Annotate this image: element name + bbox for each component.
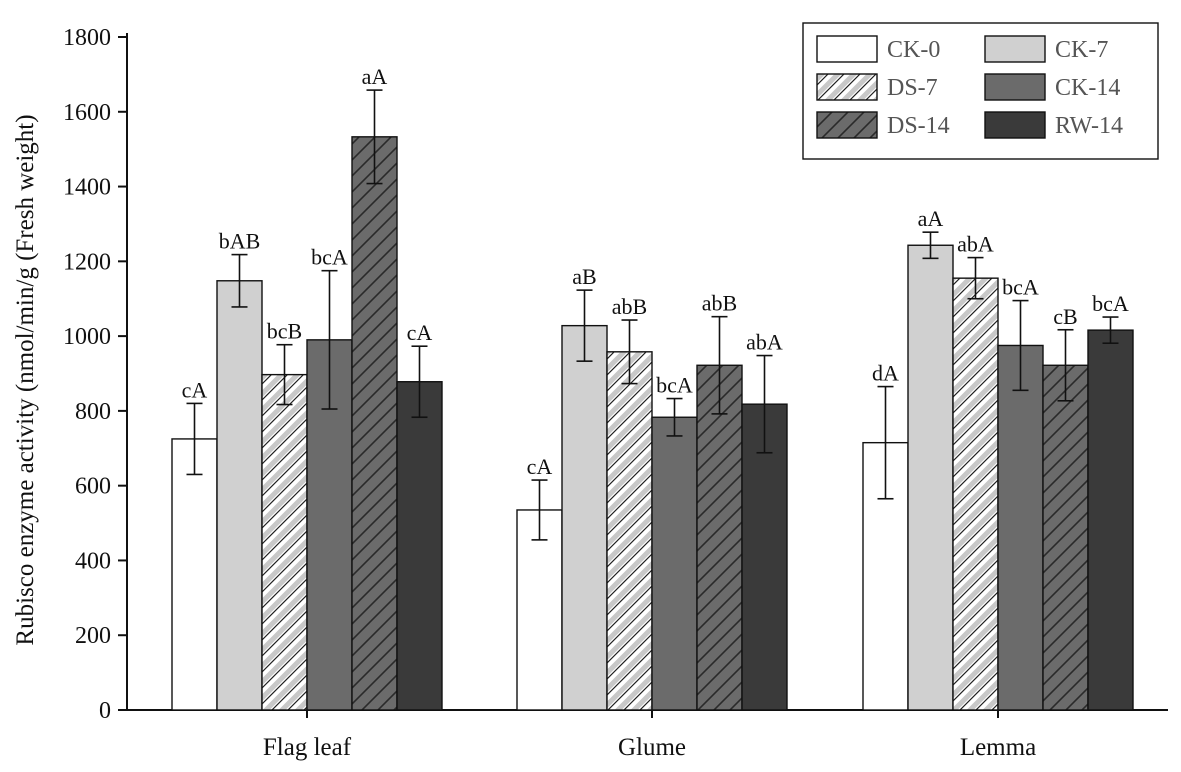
x-tick-label: Lemma bbox=[960, 734, 1036, 761]
legend-label: DS-7 bbox=[887, 75, 938, 101]
y-tick-label: 1200 bbox=[63, 249, 111, 275]
significance-label: bcA bbox=[311, 245, 348, 270]
significance-label: bcA bbox=[656, 373, 693, 398]
bar-ck-7-flag-leaf bbox=[216, 280, 263, 711]
x-tick-label: Flag leaf bbox=[263, 734, 352, 761]
x-tick-label: Glume bbox=[618, 734, 686, 761]
bar-rw-14-lemma bbox=[1087, 329, 1134, 711]
bar-ds-7-lemma bbox=[952, 277, 999, 711]
bar-ds-14-flag-leaf bbox=[351, 136, 398, 711]
legend-label: CK-14 bbox=[1055, 75, 1120, 101]
bar-ds-14-glume bbox=[696, 364, 743, 711]
y-tick-label: 200 bbox=[75, 623, 111, 649]
y-tick-label: 400 bbox=[75, 548, 111, 574]
legend-swatch bbox=[984, 111, 1046, 139]
y-tick-label: 1600 bbox=[63, 100, 111, 126]
significance-label: cB bbox=[1053, 304, 1077, 329]
y-tick-label: 1800 bbox=[63, 25, 111, 51]
legend-label: CK-7 bbox=[1055, 37, 1108, 63]
legend-swatch bbox=[816, 35, 878, 63]
significance-label: aB bbox=[572, 264, 596, 289]
bar-ck-7-lemma bbox=[907, 244, 954, 711]
bar-ck-0-flag-leaf bbox=[171, 438, 218, 711]
bar-ck-14-glume bbox=[651, 416, 698, 711]
legend: CK-0 CK-7 DS-7 CK-14 DS-14 RW-14 bbox=[802, 22, 1159, 160]
bar-rw-14-glume bbox=[741, 403, 788, 711]
significance-label: abA bbox=[746, 330, 783, 355]
y-axis-label: Rubisco enzyme activity (nmol/min/g (Fre… bbox=[12, 114, 39, 645]
bar-ds-7-glume bbox=[606, 351, 653, 711]
significance-label: bcA bbox=[1002, 275, 1039, 300]
legend-label: DS-14 bbox=[887, 113, 950, 139]
significance-label: bcA bbox=[1092, 291, 1129, 316]
legend-swatch bbox=[816, 111, 878, 139]
legend-label: RW-14 bbox=[1055, 113, 1123, 139]
significance-label: cA bbox=[407, 320, 433, 345]
significance-label: cA bbox=[527, 454, 553, 479]
y-tick-label: 1000 bbox=[63, 324, 111, 350]
legend-swatch bbox=[984, 73, 1046, 101]
bar-ck-7-glume bbox=[561, 324, 608, 711]
bar-ck-14-lemma bbox=[997, 344, 1044, 711]
significance-label: abB bbox=[702, 291, 737, 316]
y-tick-label: 1400 bbox=[63, 175, 111, 201]
legend-label: CK-0 bbox=[887, 37, 940, 63]
bar-rw-14-flag-leaf bbox=[396, 381, 443, 711]
significance-label: abB bbox=[612, 294, 647, 319]
legend-swatch bbox=[984, 35, 1046, 63]
significance-label: bcB bbox=[267, 319, 302, 344]
significance-label: aA bbox=[362, 64, 388, 89]
legend-swatch bbox=[816, 73, 878, 101]
bar-ds-14-lemma bbox=[1042, 364, 1089, 711]
y-tick-label: 600 bbox=[75, 474, 111, 500]
significance-label: bAB bbox=[219, 229, 261, 254]
bars: cA bAB bcB bcA aA cA cA aB abB bcA abB abA dA aA abA bc… bbox=[171, 64, 1134, 711]
bar-ds-7-flag-leaf bbox=[261, 373, 308, 711]
significance-label: cA bbox=[182, 377, 208, 402]
y-tick-label: 800 bbox=[75, 399, 111, 425]
significance-label: aA bbox=[918, 206, 944, 231]
significance-label: dA bbox=[872, 361, 899, 386]
significance-label: abA bbox=[957, 232, 994, 257]
x-axis: Flag leaf Glume Lemma bbox=[127, 709, 1168, 761]
y-tick-label: 0 bbox=[99, 698, 111, 724]
y-axis: 0 200 400 600 800 1000 1200 1400 1600 1800 bbox=[63, 25, 128, 724]
